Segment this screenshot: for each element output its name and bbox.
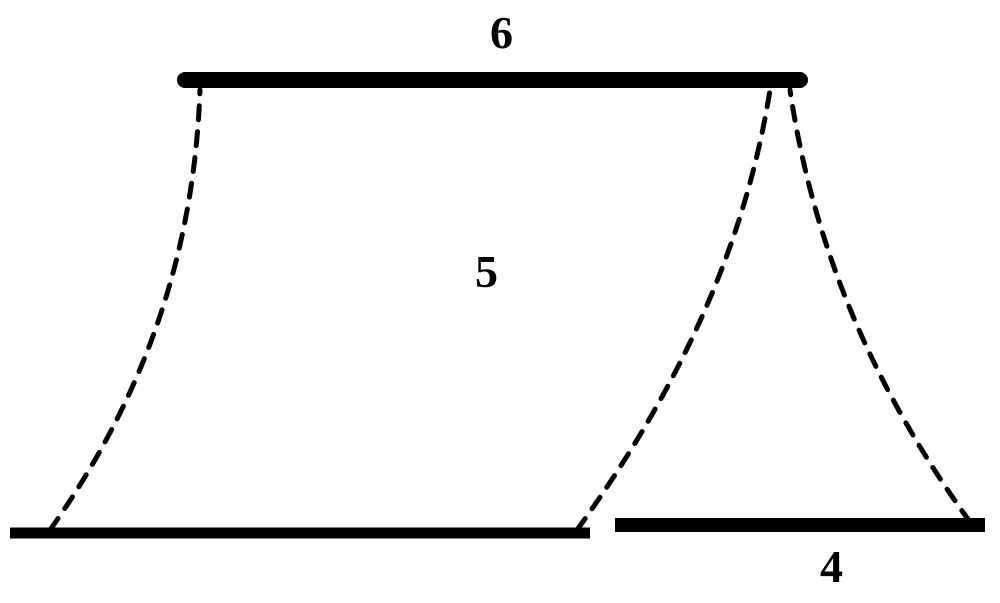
label-bottom-right: 4 <box>820 540 843 593</box>
label-middle: 5 <box>475 245 498 298</box>
dashed-curve-right-inner-curve <box>577 90 770 530</box>
label-top: 6 <box>490 6 513 59</box>
schematic-diagram <box>0 0 1000 603</box>
dashed-curve-left-curve <box>50 90 200 530</box>
dashed-curve-right-outer-curve <box>790 90 970 522</box>
